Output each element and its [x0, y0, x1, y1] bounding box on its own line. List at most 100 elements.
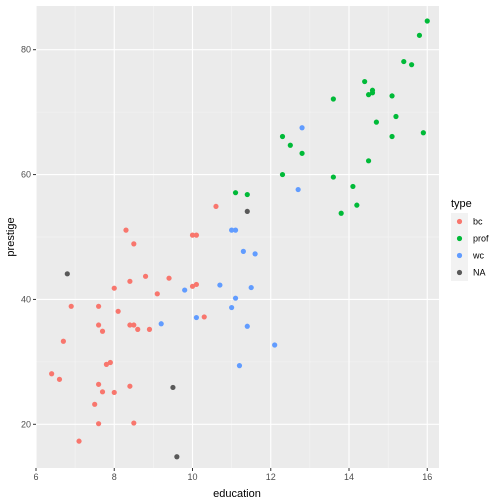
- data-point-na: [64, 271, 70, 277]
- data-point-bc: [193, 281, 200, 288]
- x-tick-label: 16: [422, 472, 432, 482]
- data-points: [49, 18, 430, 460]
- data-point-wc: [244, 323, 250, 329]
- x-tick-label: 14: [344, 472, 354, 482]
- data-point-bc: [99, 389, 106, 395]
- data-point-prof: [416, 32, 423, 38]
- legend: type bc prof wc NA: [451, 198, 489, 281]
- data-point-bc: [56, 376, 63, 382]
- data-point-bc: [123, 227, 129, 233]
- data-point-prof: [330, 96, 336, 102]
- y-tick-label: 60: [21, 170, 31, 180]
- data-point-bc: [213, 203, 219, 210]
- data-point-bc: [189, 232, 196, 238]
- legend-marker-wc: [456, 252, 463, 259]
- data-point-bc: [127, 278, 133, 284]
- data-point-wc: [193, 314, 200, 321]
- data-point-wc: [158, 321, 164, 327]
- data-point-wc: [295, 186, 301, 193]
- data-point-bc: [111, 389, 117, 396]
- data-point-prof: [401, 58, 407, 65]
- data-point-wc: [229, 304, 235, 311]
- data-point-wc: [248, 284, 254, 291]
- data-point-wc: [232, 295, 239, 301]
- data-point-bc: [96, 303, 102, 309]
- data-point-wc: [299, 125, 305, 131]
- data-point-wc: [240, 248, 246, 254]
- y-axis-ticks: 20 40 60 80: [21, 45, 36, 429]
- data-point-bc: [76, 438, 82, 444]
- data-point-prof: [354, 202, 360, 208]
- data-point-bc: [60, 338, 66, 344]
- data-point-bc: [131, 322, 137, 328]
- data-point-bc: [201, 314, 207, 320]
- data-point-bc: [96, 322, 102, 328]
- data-point-prof: [330, 174, 336, 180]
- legend-label-wc: wc: [472, 251, 484, 261]
- data-point-prof: [365, 158, 372, 164]
- y-tick-label: 80: [21, 45, 31, 55]
- data-point-bc: [96, 381, 102, 387]
- y-axis-title: prestige: [5, 217, 17, 256]
- data-point-bc: [127, 383, 133, 389]
- data-point-bc: [127, 322, 133, 328]
- data-point-bc: [68, 303, 74, 309]
- x-axis-ticks: 6 8 10 12 14 16: [33, 468, 432, 482]
- data-point-prof: [244, 191, 250, 198]
- x-tick-label: 10: [187, 472, 197, 482]
- data-point-prof: [424, 18, 430, 24]
- data-point-na: [244, 208, 250, 215]
- data-point-bc: [146, 326, 153, 332]
- legend-label-bc: bc: [473, 217, 483, 227]
- data-point-bc: [154, 291, 160, 297]
- data-point-bc: [99, 328, 106, 334]
- data-point-prof: [365, 92, 372, 98]
- grid-minor: [36, 6, 439, 468]
- data-point-wc: [229, 227, 235, 233]
- data-point-wc: [217, 282, 223, 288]
- data-point-prof: [409, 62, 415, 68]
- data-point-bc: [166, 275, 172, 281]
- data-point-wc: [272, 342, 278, 348]
- data-point-prof: [369, 90, 376, 96]
- legend-label-prof: prof: [473, 234, 489, 244]
- data-point-bc: [111, 285, 117, 291]
- data-point-prof: [287, 142, 293, 148]
- data-point-wc: [252, 251, 258, 257]
- legend-marker-prof: [456, 235, 463, 242]
- data-point-prof: [350, 183, 356, 190]
- legend-title: type: [451, 198, 472, 210]
- data-point-bc: [49, 371, 55, 377]
- data-point-bc: [103, 361, 110, 367]
- data-point-na: [170, 384, 176, 391]
- x-tick-label: 12: [266, 472, 276, 482]
- data-point-bc: [96, 421, 102, 427]
- legend-label-na: NA: [473, 268, 486, 278]
- data-point-prof: [389, 93, 395, 99]
- legend-marker-na: [456, 269, 463, 276]
- data-point-wc: [236, 363, 243, 369]
- data-point-prof: [279, 133, 286, 140]
- data-point-prof: [299, 150, 305, 156]
- data-point-prof: [232, 190, 239, 196]
- data-point-prof: [373, 119, 379, 125]
- data-point-wc: [232, 227, 239, 233]
- data-point-bc: [135, 326, 141, 332]
- data-point-na: [174, 454, 180, 460]
- data-point-bc: [131, 420, 137, 426]
- data-point-bc: [193, 232, 200, 238]
- legend-marker-bc: [456, 218, 463, 225]
- data-point-prof: [393, 113, 399, 120]
- x-tick-label: 6: [33, 472, 38, 482]
- y-tick-label: 40: [21, 294, 31, 304]
- data-point-bc: [115, 308, 121, 314]
- data-point-prof: [362, 78, 368, 85]
- data-point-prof: [389, 133, 395, 140]
- data-point-bc: [131, 241, 137, 247]
- data-point-bc: [142, 273, 149, 279]
- x-tick-label: 8: [112, 472, 117, 482]
- data-point-bc: [189, 283, 196, 289]
- x-axis-title: education: [213, 488, 261, 500]
- data-point-wc: [182, 287, 188, 293]
